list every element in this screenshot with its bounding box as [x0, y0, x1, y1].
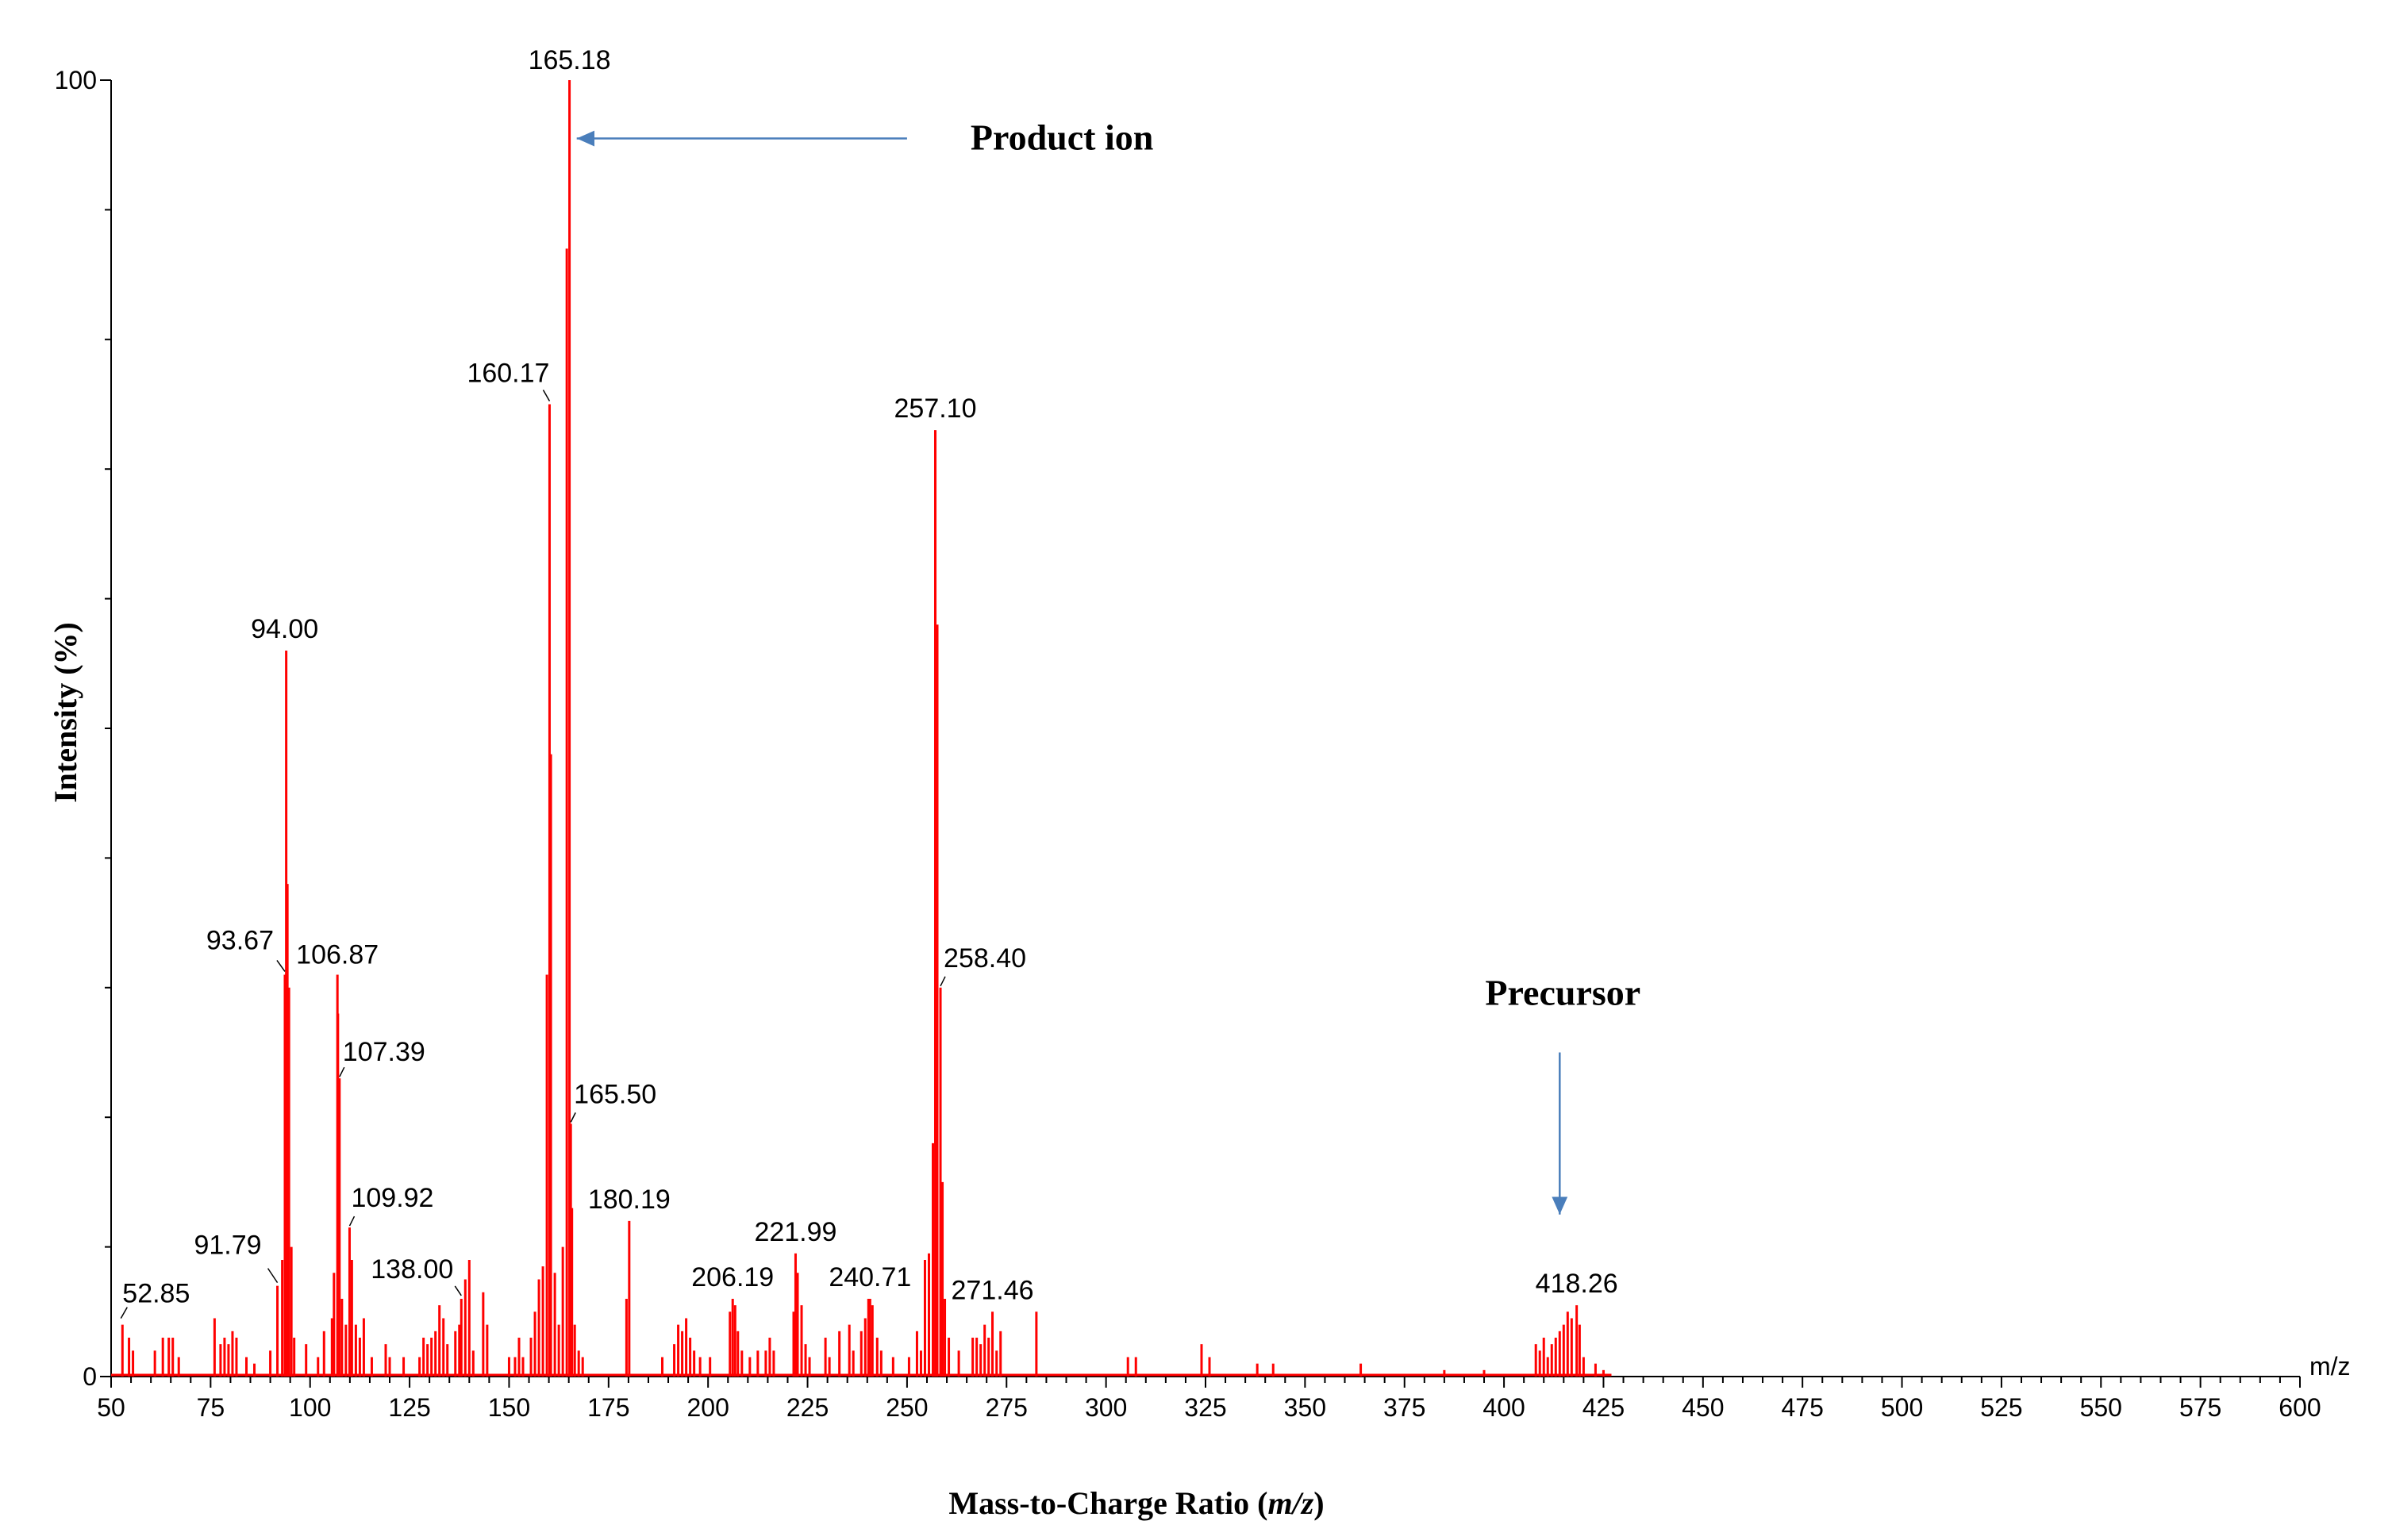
peak-label: 106.87: [296, 939, 379, 970]
x-tick-label: 500: [1881, 1393, 1923, 1422]
y-tick-label: 100: [55, 66, 97, 94]
x-tick-label: 450: [1682, 1393, 1724, 1422]
x-tick-label: 100: [289, 1393, 331, 1422]
x-tick-label: 125: [388, 1393, 430, 1422]
peaks-group: [111, 80, 1612, 1377]
peak-label-leader: [454, 1285, 462, 1296]
x-tick-label: 175: [587, 1393, 629, 1422]
axes-group: 50 75 100 125 150 175 200 225 250 275 300 325 350 375…: [55, 66, 2351, 1422]
peak-label-leader: [339, 1066, 345, 1077]
peak-label-leader: [267, 1268, 279, 1284]
x-tick-label: 375: [1383, 1393, 1425, 1422]
peak-label: 206.19: [691, 1262, 774, 1292]
peak-label: 52.85: [122, 1279, 190, 1309]
peak-label: 180.19: [588, 1185, 671, 1215]
peak-label: 258.40: [944, 943, 1026, 974]
x-tick-label: 525: [1980, 1393, 2022, 1422]
x-tick-label: 50: [97, 1393, 125, 1422]
peak-label: 418.26: [1536, 1269, 1618, 1299]
y-axis-title: Intensity (%): [48, 622, 83, 803]
x-axis-title-suffix: ): [1313, 1485, 1324, 1521]
peak-label: 257.10: [894, 394, 977, 424]
peak-label: 91.79: [194, 1231, 261, 1261]
x-unit-label: m/z: [2309, 1352, 2351, 1381]
annotations-group: Product ion Precursor: [576, 117, 1640, 1215]
x-tick-label: 300: [1085, 1393, 1127, 1422]
x-tick-label: 250: [886, 1393, 928, 1422]
peak-label: 93.67: [206, 925, 274, 955]
peak-label-leader: [120, 1307, 128, 1319]
peak-label: 138.00: [371, 1254, 453, 1285]
peak-label-leader: [940, 976, 946, 987]
y-tick-label: 0: [83, 1362, 97, 1391]
x-tick-label: 75: [197, 1393, 225, 1422]
peak-label-leader: [542, 390, 551, 401]
peak-label: 165.50: [574, 1079, 656, 1109]
x-tick-label: 575: [2179, 1393, 2221, 1422]
peak-label: 109.92: [351, 1183, 433, 1213]
x-axis-title-italic: m/z: [1268, 1485, 1314, 1521]
x-axis-title-prefix: Mass-to-Charge Ratio (: [948, 1485, 1267, 1521]
x-tick-label: 550: [2080, 1393, 2122, 1422]
peak-label: 107.39: [343, 1037, 425, 1067]
peak-label-leader: [570, 1112, 576, 1123]
peak-label-leader: [276, 960, 286, 972]
x-tick-label: 150: [488, 1393, 530, 1422]
product-ion-label: Product ion: [971, 117, 1153, 158]
peak-label: 240.71: [829, 1262, 911, 1292]
x-tick-label: 475: [1781, 1393, 1823, 1422]
x-tick-label: 400: [1483, 1393, 1525, 1422]
x-axis-title: Mass-to-Charge Ratio (m/z): [948, 1485, 1324, 1521]
x-tick-label: 325: [1184, 1393, 1226, 1422]
x-tick-label: 600: [2279, 1393, 2321, 1422]
precursor-label: Precursor: [1485, 973, 1640, 1013]
x-tick-label: 225: [786, 1393, 829, 1422]
x-tick-label: 200: [686, 1393, 729, 1422]
peak-label: 160.17: [467, 359, 549, 389]
peak-label: 165.18: [529, 45, 611, 75]
peak-label-leader: [348, 1215, 356, 1227]
x-tick-label: 425: [1582, 1393, 1625, 1422]
x-tick-label: 275: [986, 1393, 1028, 1422]
peak-label: 271.46: [952, 1275, 1034, 1305]
x-tick-label: 350: [1284, 1393, 1326, 1422]
peak-label: 221.99: [754, 1217, 836, 1247]
peak-label: 94.00: [251, 614, 318, 644]
